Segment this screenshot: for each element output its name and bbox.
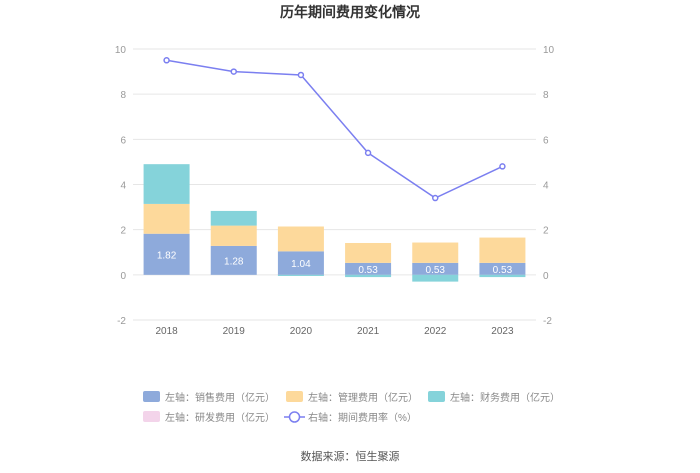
x-tick-label: 2019: [223, 326, 246, 337]
left-tick-label: 10: [115, 45, 127, 56]
bar-segment-2: [143, 164, 190, 204]
bar-segment-2: [479, 274, 526, 278]
rate-point: [230, 68, 237, 75]
right-axis-ticks: -2 0 2 4 6 8 10: [543, 45, 555, 327]
source-note: 数据来源：恒生聚源: [301, 449, 400, 463]
bar-segment-1: [277, 226, 324, 252]
x-axis-ticks: 2018 2019 2020 2021 2022 2023: [155, 326, 514, 337]
legend-label: 左轴：研发费用（亿元）: [165, 411, 275, 424]
bar-segment-2: [277, 274, 324, 276]
left-axis-ticks: -2 0 2 4 6 8 10: [115, 45, 127, 327]
x-tick-label: 2022: [424, 326, 447, 337]
x-tick-label: 2023: [491, 326, 514, 337]
bar-labels: 1.82 1.28 1.04 0.53 0.53 0.53: [157, 250, 513, 276]
rate-point: [432, 194, 439, 202]
legend-label: 左轴：销售费用（亿元）: [165, 391, 275, 404]
bar-value-label: 1.28: [224, 256, 244, 267]
rate-point: [499, 163, 506, 170]
bar-segment-0: [210, 245, 257, 275]
rate-point: [297, 71, 305, 79]
left-tick-label: 0: [120, 271, 126, 282]
x-tick-label: 2018: [155, 326, 178, 337]
left-tick-label: 8: [120, 90, 126, 101]
left-tick-label: -2: [117, 316, 126, 327]
right-tick-label: -2: [543, 316, 552, 327]
bars: [143, 164, 526, 282]
legend-swatch: [428, 391, 445, 402]
bar-segment-2: [210, 210, 257, 226]
rate-point: [364, 149, 372, 157]
bar-value-label: 1.82: [157, 250, 177, 261]
left-tick-label: 4: [120, 181, 126, 192]
right-tick-label: 2: [543, 226, 549, 237]
bar-segment-1: [143, 203, 190, 234]
legend-label: 左轴：财务费用（亿元）: [450, 391, 560, 404]
bar-value-label: 0.53: [493, 265, 513, 276]
bar-segment-1: [412, 242, 459, 263]
right-tick-label: 0: [543, 271, 549, 282]
x-tick-label: 2020: [290, 326, 313, 337]
legend: 左轴：销售费用（亿元） 左轴：管理费用（亿元） 左轴：财务费用（亿元） 左轴：研发费用…: [143, 391, 560, 424]
x-tick-label: 2021: [357, 326, 380, 337]
bar-segment-2: [412, 274, 459, 282]
right-tick-label: 4: [543, 181, 549, 192]
bar-segment-2: [345, 274, 392, 278]
bar-value-label: 1.04: [291, 259, 311, 270]
right-tick-label: 8: [543, 90, 549, 101]
bar-segment-1: [345, 242, 392, 263]
bar-segment-0: [345, 262, 392, 275]
right-tick-label: 10: [543, 45, 555, 56]
legend-swatch: [286, 391, 303, 402]
bar-segment-1: [479, 237, 526, 263]
legend-marker: [288, 411, 301, 423]
rate-point: [163, 57, 170, 64]
left-tick-label: 2: [120, 226, 126, 237]
rate-line-path: [166, 59, 503, 199]
chart-title: 历年期间费用变化情况: [280, 4, 420, 20]
bar-value-label: 0.53: [426, 265, 446, 276]
legend-swatch: [143, 391, 160, 402]
grid: [133, 48, 536, 321]
bar-segment-0: [143, 233, 190, 275]
left-tick-label: 6: [120, 135, 126, 146]
right-tick-label: 6: [543, 135, 549, 146]
bar-segment-0: [412, 262, 459, 275]
legend-label: 左轴：管理费用（亿元）: [308, 391, 418, 404]
rate-line: [163, 57, 506, 202]
legend-swatch: [143, 411, 160, 422]
bar-value-label: 0.53: [358, 265, 378, 276]
bar-segment-1: [210, 225, 257, 246]
legend-label: 右轴：期间费用率（%）: [308, 411, 417, 424]
bar-segment-0: [277, 251, 324, 275]
bar-segment-0: [479, 262, 526, 275]
